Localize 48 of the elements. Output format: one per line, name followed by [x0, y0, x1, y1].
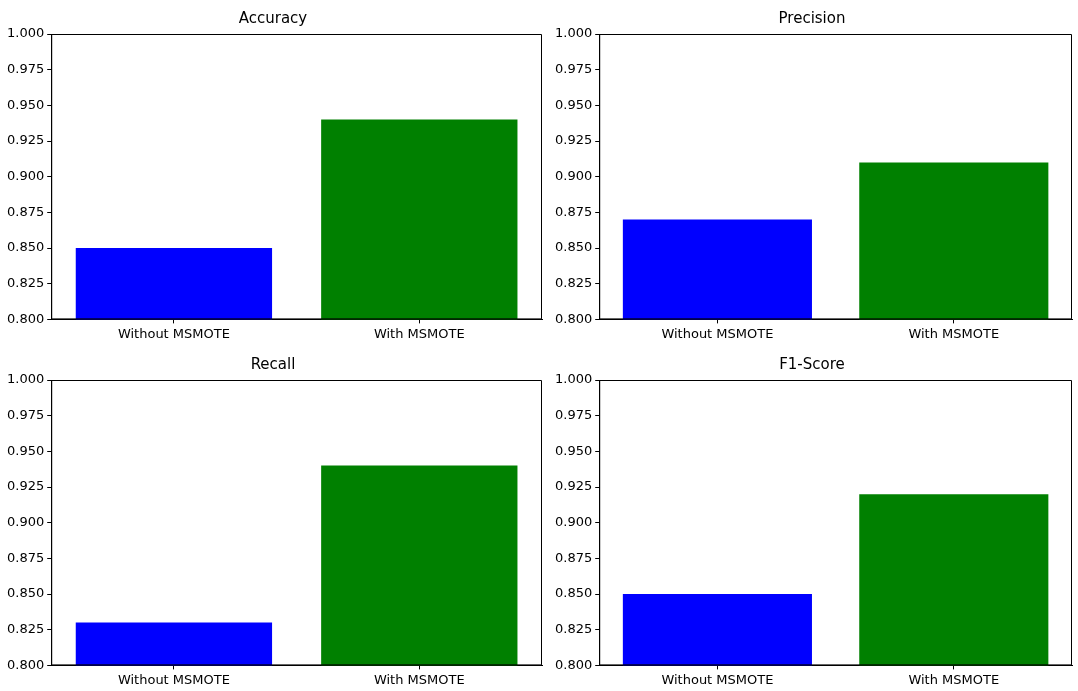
y-tick-label: 0.900	[555, 514, 593, 530]
y-tick-label: 0.825	[7, 621, 45, 637]
y-tick-label: 1.000	[555, 371, 593, 387]
y-tick-label: 0.850	[555, 585, 593, 601]
y-tick-label: 0.975	[555, 407, 593, 423]
y-tick-label: 0.900	[555, 168, 593, 184]
y-tick-label: 0.825	[7, 275, 45, 291]
y-tick-label: 0.925	[7, 132, 45, 148]
x-tick-label: Without MSMOTE	[661, 325, 774, 341]
y-tick-label: 0.800	[7, 310, 45, 326]
chart-title: Accuracy	[238, 8, 308, 27]
y-tick-label: 0.975	[7, 407, 45, 423]
x-tick-label: With MSMOTE	[908, 671, 1000, 687]
x-tick-label: With MSMOTE	[908, 325, 1000, 341]
y-tick-label: 0.950	[7, 442, 45, 458]
x-tick-label: Without MSMOTE	[117, 325, 230, 341]
y-tick-label: 0.975	[7, 61, 45, 77]
y-tick-label: 0.950	[555, 96, 593, 112]
x-tick-label: With MSMOTE	[373, 671, 465, 687]
y-tick-label: 0.925	[555, 132, 593, 148]
y-tick-label: 0.800	[7, 656, 45, 672]
y-tick-label: 0.900	[7, 168, 45, 184]
y-tick-label: 1.000	[555, 25, 593, 41]
y-tick-label: 0.875	[7, 203, 45, 219]
y-tick-label: 0.850	[7, 585, 45, 601]
y-tick-label: 0.850	[7, 239, 45, 255]
y-tick-label: 0.975	[555, 61, 593, 77]
x-tick-label: With MSMOTE	[373, 325, 465, 341]
y-tick-label: 0.950	[555, 442, 593, 458]
x-tick-label: Without MSMOTE	[117, 671, 230, 687]
y-tick-label: 0.950	[7, 96, 45, 112]
y-tick-label: 0.825	[555, 275, 593, 291]
y-tick-label: 1.000	[7, 25, 45, 41]
y-tick-label: 1.000	[7, 371, 45, 387]
y-tick-label: 0.800	[555, 656, 593, 672]
y-tick-label: 0.800	[555, 310, 593, 326]
y-tick-label: 0.875	[555, 549, 593, 565]
y-tick-label: 0.925	[555, 478, 593, 494]
x-tick-label: Without MSMOTE	[661, 671, 774, 687]
y-tick-label: 0.925	[7, 478, 45, 494]
chart-title: Recall	[250, 354, 296, 373]
y-tick-label: 0.875	[555, 203, 593, 219]
chart-title: F1-Score	[779, 354, 845, 373]
chart-title: Precision	[778, 8, 846, 27]
y-tick-label: 0.850	[555, 239, 593, 255]
y-tick-label: 0.875	[7, 549, 45, 565]
y-tick-label: 0.900	[7, 514, 45, 530]
y-tick-label: 0.825	[555, 621, 593, 637]
